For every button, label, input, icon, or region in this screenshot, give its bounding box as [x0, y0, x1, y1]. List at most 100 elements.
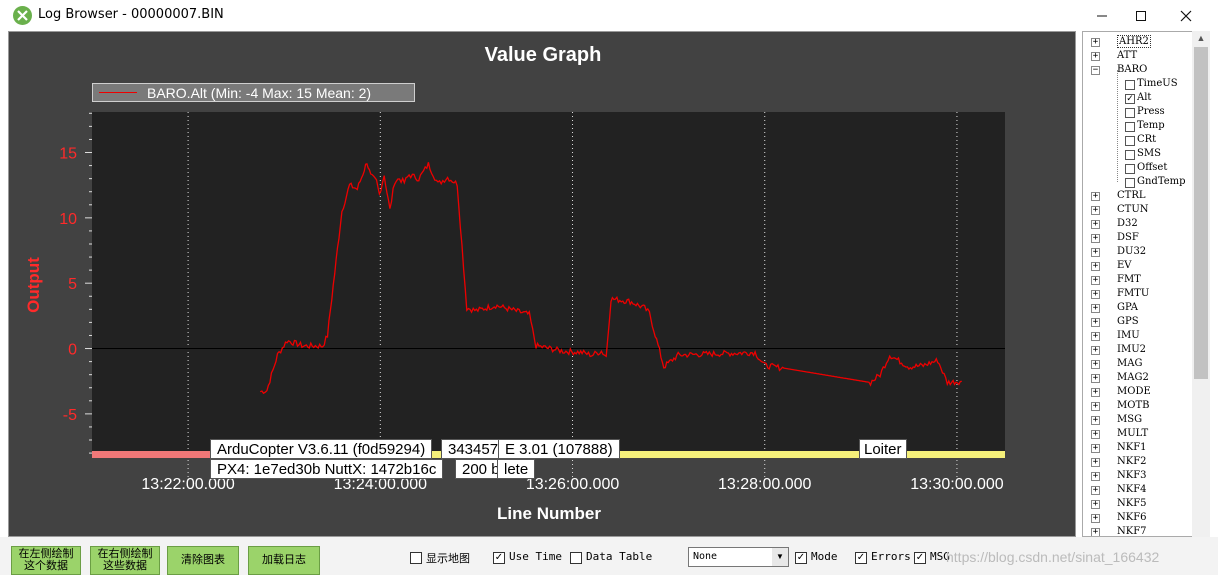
window-title: Log Browser - 00000007.BIN: [38, 7, 224, 22]
tree-item-ctrl[interactable]: + CTRL: [1083, 190, 1193, 204]
tree-item-msg[interactable]: + MSG: [1083, 414, 1193, 428]
tree-item-motb[interactable]: + MOTB: [1083, 400, 1193, 414]
load-log-button[interactable]: 加载日志: [248, 546, 320, 575]
errors-checkbox[interactable]: ✓: [855, 552, 867, 564]
tree-child-offset[interactable]: Offset: [1083, 162, 1193, 176]
tree-child-temp[interactable]: Temp: [1083, 120, 1193, 134]
tree-item-nkf7[interactable]: + NKF7: [1083, 526, 1193, 537]
field-checkbox[interactable]: [1125, 178, 1135, 188]
scroll-thumb[interactable]: [1194, 47, 1208, 379]
tree-item-mag2[interactable]: + MAG2: [1083, 372, 1193, 386]
expand-icon[interactable]: +: [1091, 513, 1100, 523]
tree-item-imu[interactable]: + IMU: [1083, 330, 1193, 344]
field-checkbox[interactable]: [1125, 164, 1135, 174]
tree-item-dsf[interactable]: + DSF: [1083, 232, 1193, 246]
msg-checkbox[interactable]: ✓: [914, 552, 926, 564]
tree-child-crt[interactable]: CRt: [1083, 134, 1193, 148]
tree-item-label: IMU: [1117, 330, 1140, 341]
tree-item-baro[interactable]: − BARO: [1083, 64, 1193, 78]
expand-icon[interactable]: +: [1091, 415, 1100, 425]
expand-icon[interactable]: +: [1091, 373, 1100, 383]
expand-icon[interactable]: +: [1091, 205, 1100, 215]
tree-child-timeus[interactable]: TimeUS: [1083, 78, 1193, 92]
tree-child-gndtemp[interactable]: GndTemp: [1083, 176, 1193, 190]
field-checkbox[interactable]: [1125, 80, 1135, 90]
expand-icon[interactable]: +: [1091, 303, 1100, 313]
tree-item-att[interactable]: + ATT: [1083, 50, 1193, 64]
scroll-up-icon[interactable]: ▲: [1196, 33, 1206, 43]
field-label: Offset: [1137, 162, 1168, 173]
tree-item-ctun[interactable]: + CTUN: [1083, 204, 1193, 218]
field-tree[interactable]: + AHR2 + ATT − BARO TimeUS ✓ Alt Press Temp CRt SMS O…: [1082, 31, 1210, 537]
field-checkbox[interactable]: [1125, 136, 1135, 146]
tree-child-sms[interactable]: SMS: [1083, 148, 1193, 162]
show-map-checkbox[interactable]: [410, 552, 422, 564]
expand-icon[interactable]: +: [1091, 471, 1100, 481]
tree-item-nkf5[interactable]: + NKF5: [1083, 498, 1193, 512]
expand-icon[interactable]: +: [1091, 317, 1100, 327]
tree-item-mult[interactable]: + MULT: [1083, 428, 1193, 442]
expand-icon[interactable]: +: [1091, 401, 1100, 411]
tree-item-nkf1[interactable]: + NKF1: [1083, 442, 1193, 456]
expand-icon[interactable]: +: [1091, 457, 1100, 467]
field-label: Press: [1137, 106, 1165, 117]
clear-graph-button[interactable]: 清除图表: [167, 546, 239, 575]
expand-icon[interactable]: +: [1091, 247, 1100, 257]
graph-right-button[interactable]: 在右侧绘制 这些数据: [90, 546, 160, 575]
expand-icon[interactable]: +: [1091, 359, 1100, 369]
minimize-button[interactable]: [1079, 0, 1125, 31]
tree-item-d32[interactable]: + D32: [1083, 218, 1193, 232]
tree-item-fmt[interactable]: + FMT: [1083, 274, 1193, 288]
expand-icon[interactable]: +: [1091, 331, 1100, 341]
chevron-down-icon[interactable]: ▼: [772, 548, 788, 566]
expand-icon[interactable]: +: [1091, 233, 1100, 243]
expand-icon[interactable]: +: [1091, 345, 1100, 355]
tree-child-press[interactable]: Press: [1083, 106, 1193, 120]
graph-title: Value Graph: [484, 44, 602, 66]
plot-background: [92, 112, 1005, 457]
field-checkbox[interactable]: [1125, 150, 1135, 160]
expand-icon[interactable]: +: [1091, 37, 1100, 47]
expand-icon[interactable]: +: [1091, 387, 1100, 397]
data-table-checkbox[interactable]: [570, 552, 582, 564]
graph-panel[interactable]: Value Graph BARO.Alt (Min: -4 Max: 15 Me…: [8, 31, 1076, 537]
expand-icon[interactable]: +: [1091, 485, 1100, 495]
graph-left-button[interactable]: 在左侧绘制 这个数据: [11, 546, 81, 575]
mode-checkbox[interactable]: ✓: [795, 552, 807, 564]
tree-item-gpa[interactable]: + GPA: [1083, 302, 1193, 316]
expand-icon[interactable]: +: [1091, 499, 1100, 509]
x-tick-label: 13:30:00.000: [910, 476, 1004, 493]
mode-dropdown[interactable]: None: [688, 547, 789, 567]
maximize-button[interactable]: [1118, 0, 1164, 31]
tree-item-mag[interactable]: + MAG: [1083, 358, 1193, 372]
tree-item-nkf3[interactable]: + NKF3: [1083, 470, 1193, 484]
tree-child-alt[interactable]: ✓ Alt: [1083, 92, 1193, 106]
expand-icon[interactable]: +: [1091, 443, 1100, 453]
tree-item-imu2[interactable]: + IMU2: [1083, 344, 1193, 358]
tree-item-nkf6[interactable]: + NKF6: [1083, 512, 1193, 526]
field-checkbox[interactable]: [1125, 108, 1135, 118]
plot-area[interactable]: 13:22:00.000 13:24:00.000 13:26:00.000 13:2…: [9, 32, 1077, 538]
expand-icon[interactable]: +: [1091, 219, 1100, 229]
tree-item-nkf2[interactable]: + NKF2: [1083, 456, 1193, 470]
tree-item-mode[interactable]: + MODE: [1083, 386, 1193, 400]
expand-icon[interactable]: +: [1091, 289, 1100, 299]
tree-item-nkf4[interactable]: + NKF4: [1083, 484, 1193, 498]
expand-icon[interactable]: +: [1091, 275, 1100, 285]
expand-icon[interactable]: +: [1091, 429, 1100, 439]
use-time-checkbox[interactable]: ✓: [493, 552, 505, 564]
close-button[interactable]: [1163, 0, 1209, 31]
tree-scrollbar[interactable]: ▲: [1192, 31, 1210, 537]
collapse-icon[interactable]: −: [1091, 65, 1100, 75]
expand-icon[interactable]: +: [1091, 191, 1100, 201]
field-checkbox[interactable]: [1125, 122, 1135, 132]
tree-item-fmtu[interactable]: + FMTU: [1083, 288, 1193, 302]
expand-icon[interactable]: +: [1091, 51, 1100, 61]
tree-item-gps[interactable]: + GPS: [1083, 316, 1193, 330]
field-checkbox[interactable]: ✓: [1125, 94, 1135, 104]
tree-item-ahr2[interactable]: + AHR2: [1083, 35, 1193, 50]
expand-icon[interactable]: +: [1091, 527, 1100, 537]
expand-icon[interactable]: +: [1091, 261, 1100, 271]
tree-item-ev[interactable]: + EV: [1083, 260, 1193, 274]
tree-item-du32[interactable]: + DU32: [1083, 246, 1193, 260]
